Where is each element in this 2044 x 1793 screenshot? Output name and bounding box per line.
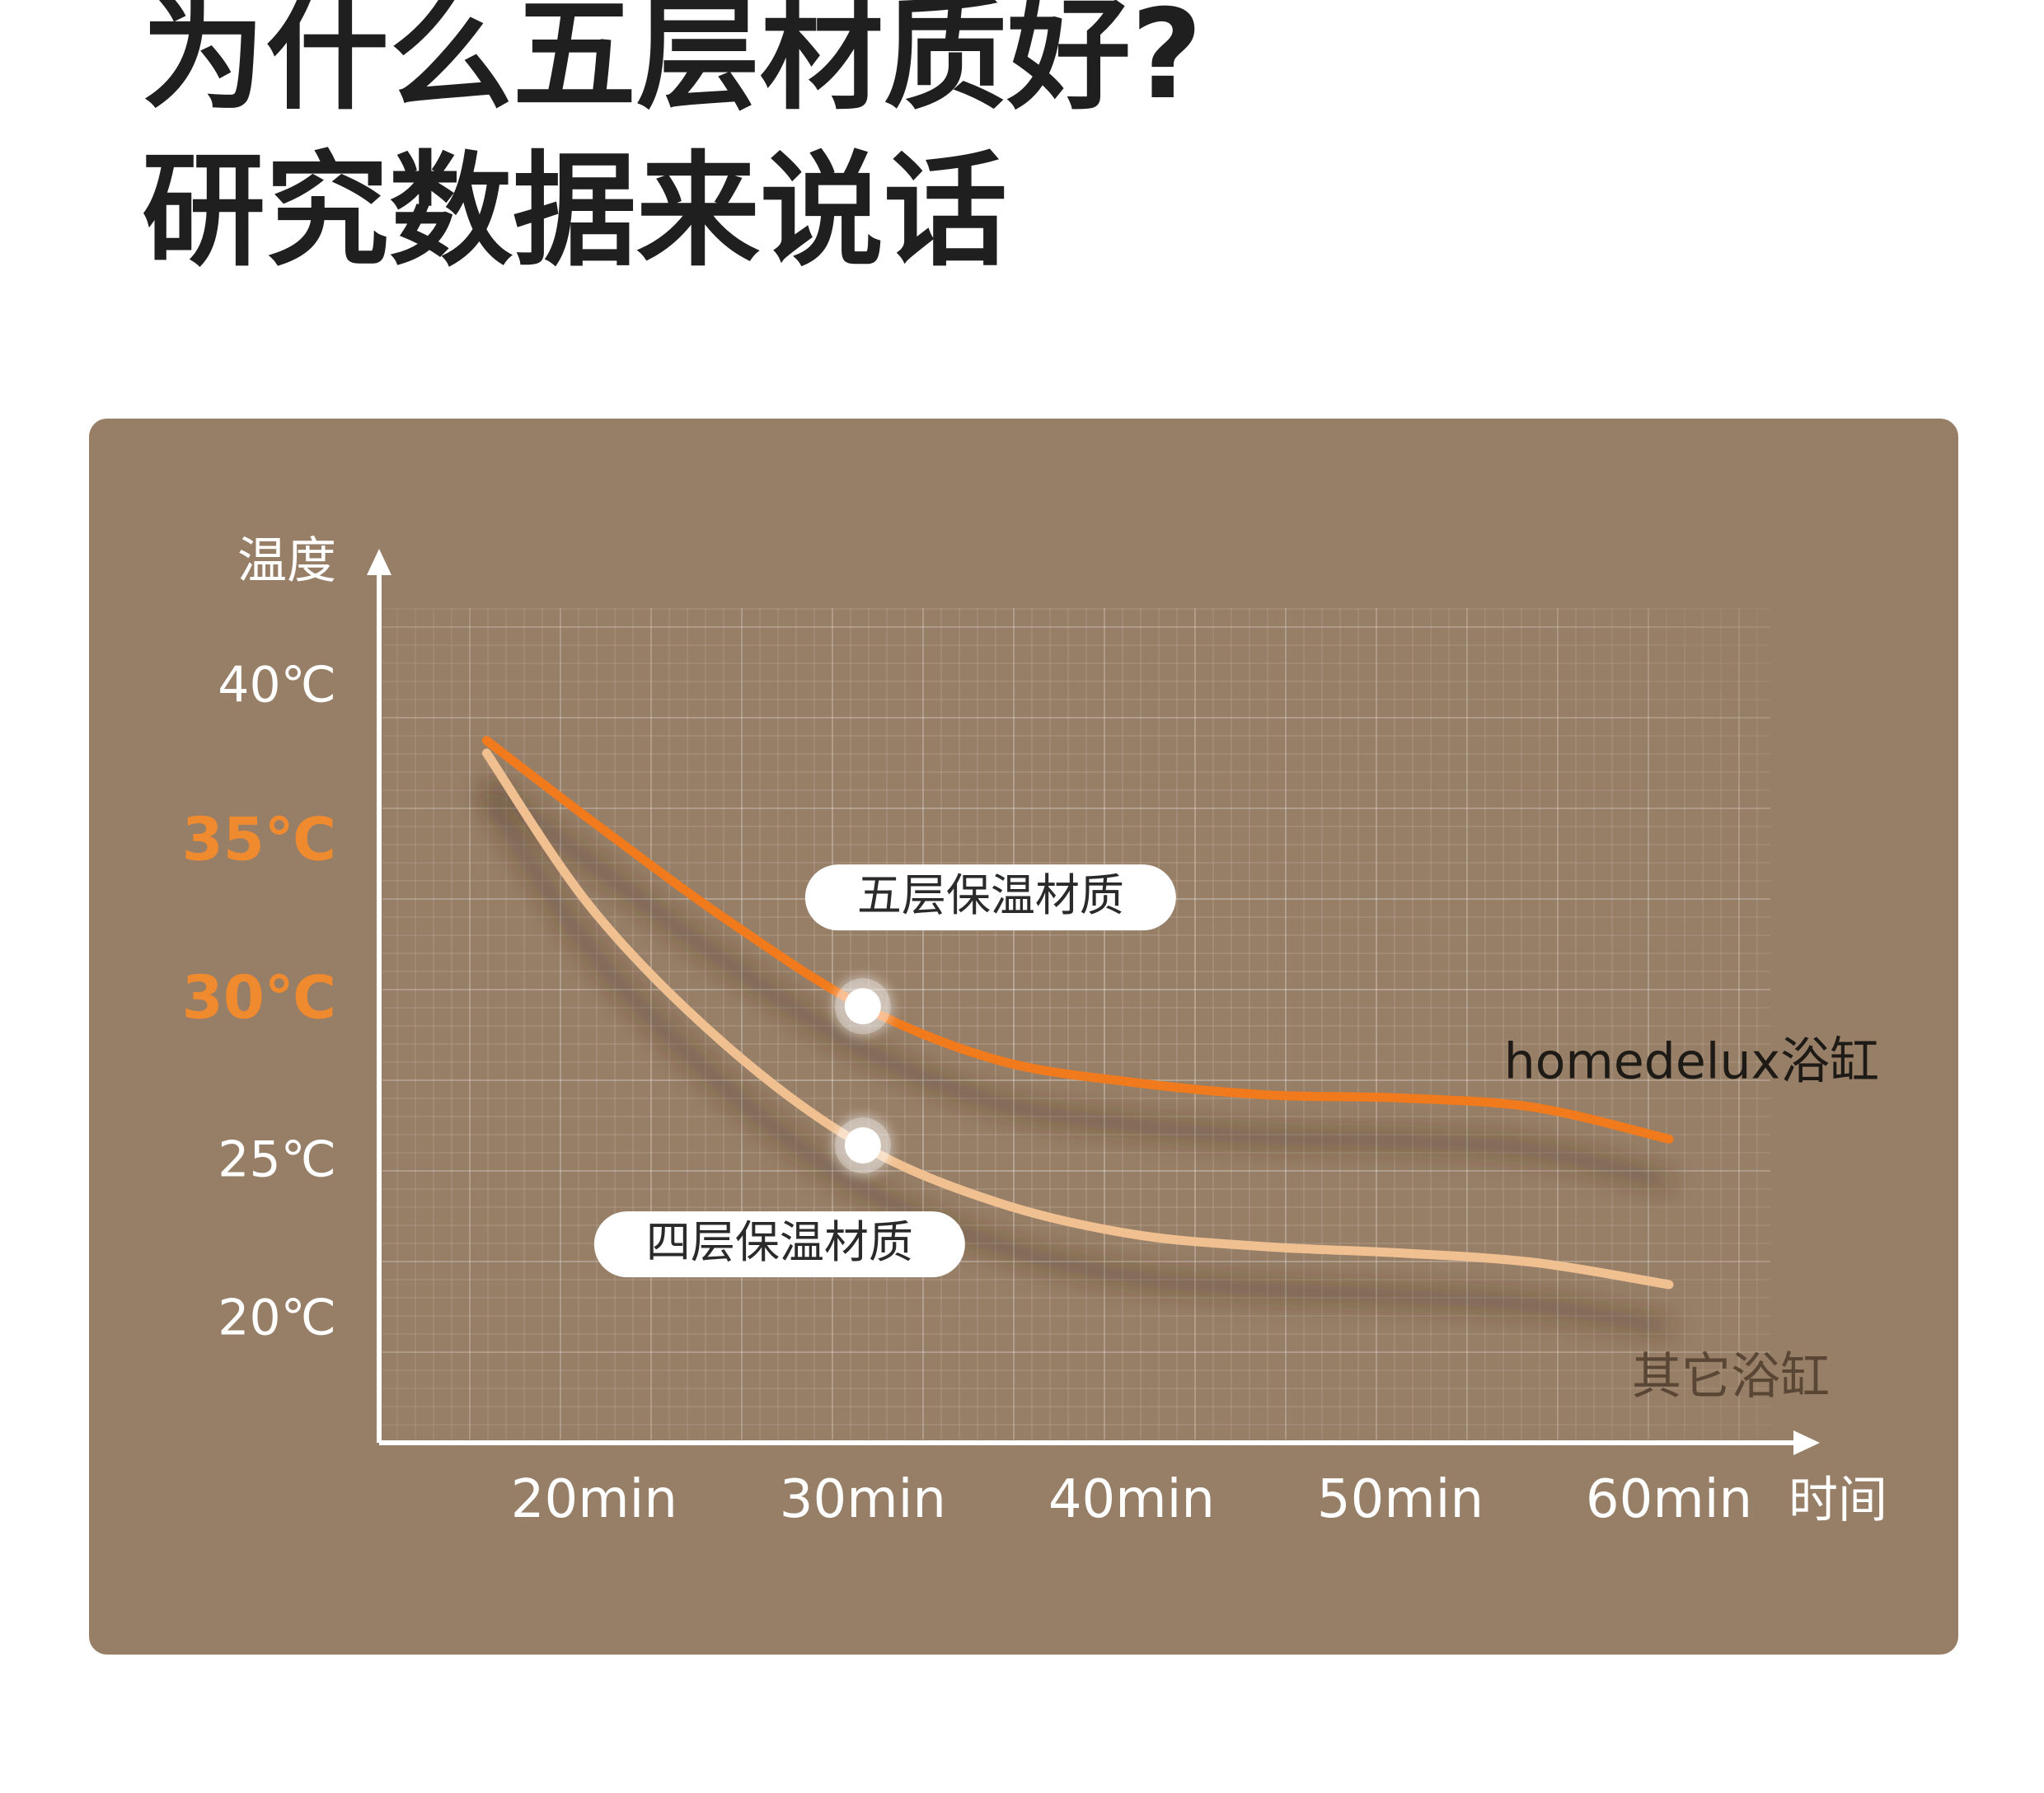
y-tick-labels: 40℃ 35℃ 30℃ 25℃ 20℃ — [182, 657, 336, 1347]
series-name-homedelux: homedelux浴缸 — [1504, 1032, 1879, 1090]
series-shadow — [481, 775, 1671, 1191]
chart-card: 温度 时间 40℃ 35℃ 30℃ 25℃ 20℃ 20min 30min 40min 50m… — [89, 419, 1958, 1655]
highlight-markers — [831, 975, 894, 1177]
temperature-chart: 温度 时间 40℃ 35℃ 30℃ 25℃ 20℃ 20min 30min 40min 50m… — [182, 532, 1887, 1530]
x-tick-label: 50min — [1317, 1469, 1484, 1530]
series-line-five-layer — [481, 736, 1674, 1144]
headline-line-1: 为什么五层材质好? — [142, 0, 1203, 127]
annotation-pill-bg — [804, 864, 1176, 931]
y-tick-label: 25℃ — [218, 1131, 336, 1188]
annotation-pill: 五层保温材质 — [804, 864, 1176, 931]
x-tick-label: 60min — [1586, 1469, 1752, 1530]
annotation-pill: 四层保温材质 — [593, 1211, 965, 1278]
annotation-text: 五层保温材质 — [857, 869, 1124, 921]
marker-dot — [844, 1127, 881, 1164]
x-axis-arrow — [1793, 1430, 1820, 1455]
annotation-text: 四层保温材质 — [646, 1216, 913, 1268]
y-tick-label: 40℃ — [218, 657, 336, 714]
y-tick-label: 20℃ — [218, 1289, 336, 1346]
series-line-four-layer — [481, 748, 1674, 1290]
series-shadow — [479, 790, 1671, 1337]
y-axis-label: 温度 — [237, 532, 336, 590]
y-axis-arrow — [367, 549, 391, 575]
headline-line-2: 研究数据来说话 — [142, 140, 1008, 283]
series-name-other: 其它浴缸 — [1632, 1348, 1830, 1406]
chart-axes — [367, 549, 1820, 1455]
line-shadows — [479, 775, 1671, 1337]
x-axis-label: 时间 — [1788, 1472, 1887, 1529]
x-tick-label: 30min — [780, 1469, 946, 1530]
annotation-pill-bg — [593, 1211, 965, 1278]
y-tick-label: 35℃ — [182, 805, 336, 874]
y-tick-label: 30℃ — [182, 963, 336, 1032]
series-lines — [481, 736, 1674, 1290]
x-tick-label: 20min — [511, 1469, 677, 1530]
x-tick-labels: 20min 30min 40min 50min 60min — [511, 1469, 1752, 1530]
x-tick-label: 40min — [1048, 1469, 1215, 1530]
marker-dot — [844, 988, 881, 1025]
